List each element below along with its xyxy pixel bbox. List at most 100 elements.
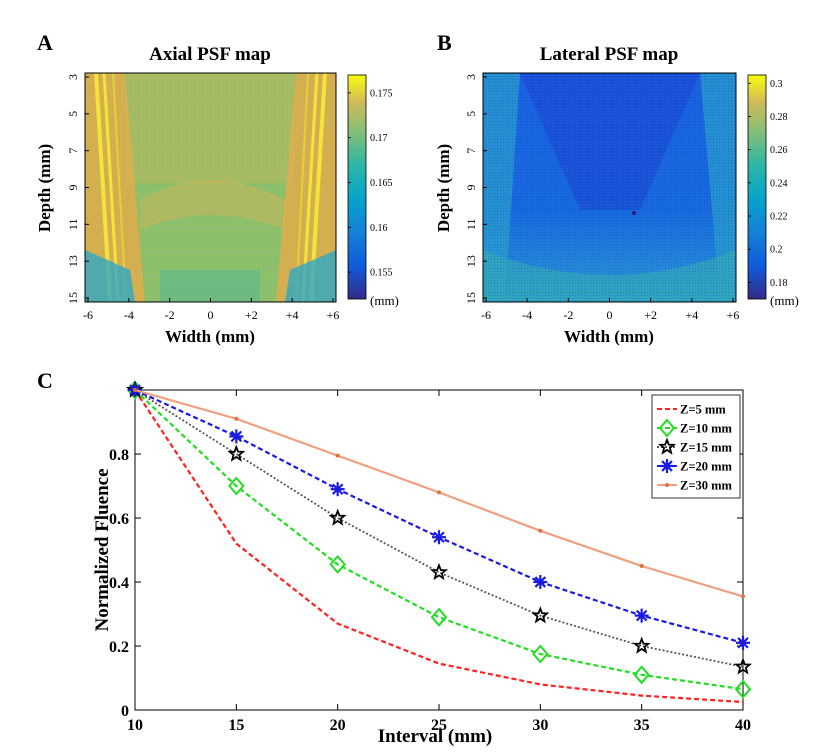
y-tick-label: 3 xyxy=(464,74,478,80)
colorbar-tick-label: 0.16 xyxy=(370,223,388,234)
y-tick-label: 7 xyxy=(66,148,80,154)
data-point xyxy=(328,508,347,526)
data-point xyxy=(133,388,137,392)
y-tick-label: 0.6 xyxy=(109,511,129,528)
y-tick-label: 0 xyxy=(121,703,129,720)
colorbar-tick-label: 0.3 xyxy=(770,79,783,90)
panel-a-y-ticks: 3 5 7 9 11 13 15 xyxy=(66,74,89,304)
x-tick-label: -2 xyxy=(563,308,573,322)
data-point xyxy=(538,528,543,533)
y-tick-label: 0.8 xyxy=(109,447,129,464)
data-point xyxy=(531,606,550,624)
y-tick-label: 9 xyxy=(66,185,80,191)
panel-b-xlabel: Width (mm) xyxy=(564,327,654,346)
legend-label: Z=10 mm xyxy=(680,422,732,436)
data-point xyxy=(227,444,246,462)
panel-a-colorbar-ticks: 0.175 0.17 0.165 0.16 0.155 xyxy=(348,88,393,279)
colorbar-tick-label: 0.165 xyxy=(370,178,393,189)
colorbar-tick-label: 0.28 xyxy=(770,112,788,123)
colorbar-tick-label: 0.2 xyxy=(770,245,783,256)
panel-a-ylabel: Depth (mm) xyxy=(35,144,54,232)
data-point xyxy=(432,530,446,545)
x-tick-label: 40 xyxy=(735,717,751,734)
colorbar-tick-label: 0.155 xyxy=(370,268,393,279)
lateral-heatmap xyxy=(483,73,736,302)
data-point xyxy=(329,554,346,574)
data-point xyxy=(741,594,745,599)
panel-a-title: Axial PSF map xyxy=(149,44,271,65)
panel-c-xlabel: Interval (mm) xyxy=(378,726,493,747)
y-tick-label: 5 xyxy=(464,111,478,117)
series-z-15-mm xyxy=(125,380,753,675)
panel-a-x-ticks: -6 -4 -2 0 +2 +4 +6 xyxy=(83,298,339,322)
legend-label: Z=30 mm xyxy=(680,479,732,493)
data-point xyxy=(437,490,441,495)
x-tick-label: 25 xyxy=(431,717,447,734)
panel-letter-a: A xyxy=(37,30,53,55)
panel-c-series xyxy=(125,380,753,704)
panel-a: A Axial PSF map 3 5 7 9 11 13 15 -6 -4 -2 0 +2 +4 +6 xyxy=(35,30,399,346)
x-tick-label: -4 xyxy=(124,308,134,322)
data-point xyxy=(533,575,548,589)
data-point xyxy=(229,429,244,444)
x-tick-label: -2 xyxy=(165,308,175,322)
axial-heatmap xyxy=(85,73,336,302)
colorbar-tick-label: 0.17 xyxy=(370,133,388,144)
panel-c-ylabel: Normalized Fluence xyxy=(92,468,113,631)
panel-c: C 0 0.2 0.4 0.6 0.8 10 15 20 25 30 35 40 Interval … xyxy=(37,368,753,747)
legend-marker xyxy=(660,459,674,473)
legend-entry: Z=30 mm xyxy=(657,479,732,493)
data-point xyxy=(632,636,651,654)
panel-letter-c: C xyxy=(37,368,53,393)
legend-entry: Z=20 mm xyxy=(657,459,732,474)
legend-entry: Z=5 mm xyxy=(657,403,726,417)
colorbar-tick-label: 0.18 xyxy=(770,278,788,289)
data-point xyxy=(734,679,752,699)
y-tick-label: 11 xyxy=(464,219,478,231)
x-tick-label: 10 xyxy=(127,717,143,734)
data-point xyxy=(733,657,753,675)
y-tick-label: 15 xyxy=(464,292,478,304)
legend-label: Z=5 mm xyxy=(680,403,726,417)
data-point xyxy=(234,416,239,421)
panel-c-legend: Z=5 mm Z=10 mm Z=15 mm Z=20 mm Z=30 mm xyxy=(651,394,741,499)
y-tick-label: 9 xyxy=(464,185,478,191)
panel-b: B Lateral PSF map 3 5 7 9 11 13 15 -6 -4 -2 0 +2 +4… xyxy=(434,30,799,346)
panel-c-y-ticks: 0 0.2 0.4 0.6 0.8 xyxy=(109,447,743,720)
panel-c-x-ticks: 10 15 20 25 30 35 40 xyxy=(127,390,751,734)
data-point xyxy=(330,482,345,497)
data-point xyxy=(639,564,644,568)
y-tick-label: 0.2 xyxy=(109,639,129,656)
panel-b-y-ticks: 3 5 7 9 11 13 15 xyxy=(464,74,487,304)
panel-b-colorbar xyxy=(747,74,767,300)
colorbar-tick-label: 0.22 xyxy=(770,212,788,223)
x-tick-label: -6 xyxy=(83,308,93,322)
data-point xyxy=(633,665,650,685)
colorbar-tick-label: 0.175 xyxy=(370,88,393,99)
x-tick-label: -4 xyxy=(522,308,532,322)
panel-b-ylabel: Depth (mm) xyxy=(434,144,453,232)
series-z-10-mm xyxy=(126,380,752,699)
series-z-5-mm xyxy=(134,389,744,704)
panel-b-colorbar-unit: (mm) xyxy=(770,293,799,308)
data-point xyxy=(736,635,750,650)
y-tick-label: 13 xyxy=(464,255,478,267)
panel-a-colorbar xyxy=(347,74,367,300)
x-tick-label: +6 xyxy=(327,308,340,322)
legend-label: Z=20 mm xyxy=(680,460,732,474)
data-point xyxy=(429,562,449,581)
data-point xyxy=(532,644,549,664)
y-tick-label: 11 xyxy=(66,219,80,231)
data-point xyxy=(335,453,340,458)
series-z-30-mm xyxy=(133,388,745,599)
x-tick-label: 35 xyxy=(634,717,650,734)
x-tick-label: +6 xyxy=(727,308,740,322)
y-tick-label: 5 xyxy=(66,111,80,117)
panel-b-title: Lateral PSF map xyxy=(540,44,679,65)
y-tick-label: 15 xyxy=(66,292,80,304)
series-line xyxy=(134,389,744,691)
panel-b-colorbar-ticks: 0.3 0.28 0.26 0.24 0.22 0.2 0.18 xyxy=(748,79,788,289)
series-line xyxy=(134,389,744,704)
colorbar-tick-label: 0.26 xyxy=(770,145,788,156)
